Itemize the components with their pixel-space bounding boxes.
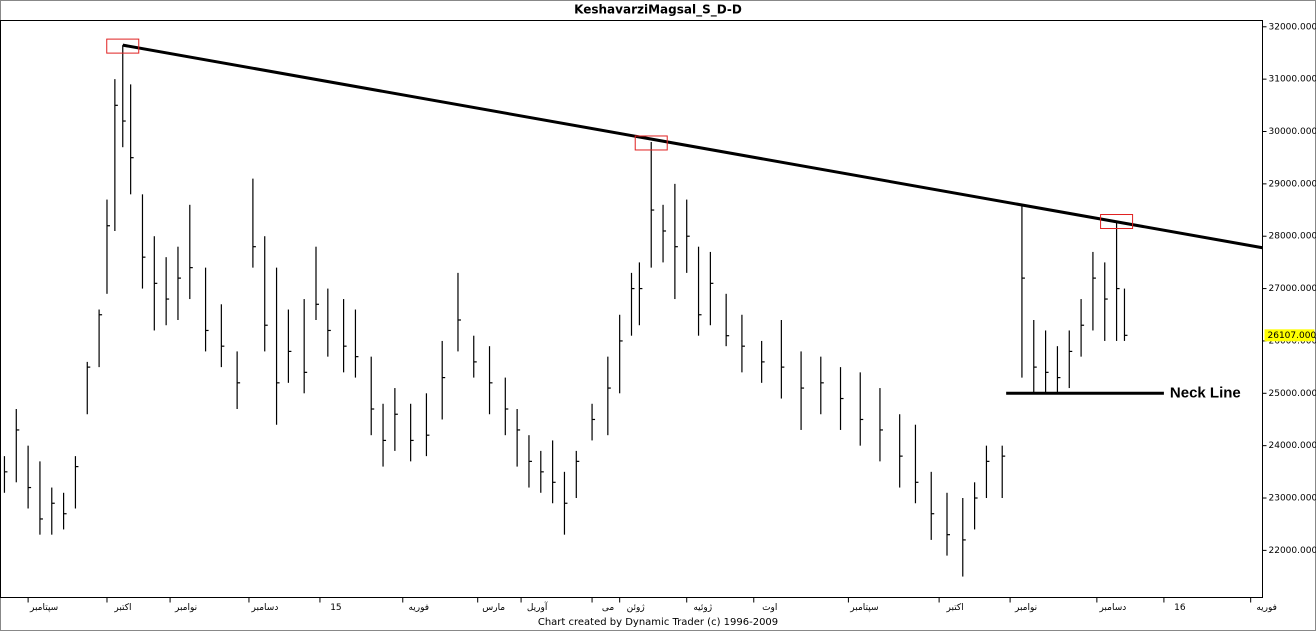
x-tick-label: نوامبر [174, 603, 197, 613]
x-tick-label: نوامبر [1014, 603, 1037, 613]
chart-title: KeshavarziMagsal_S_D-D [574, 3, 742, 18]
highlight-box [1100, 214, 1134, 230]
x-tick-label: دسامبر [251, 603, 279, 613]
x-tick-label: فوریه [1256, 603, 1277, 613]
x-tick-label: ژوئن [627, 603, 645, 613]
y-tick-label: 26000.000 [1269, 336, 1316, 346]
last-price-label: 26107.000 [1268, 331, 1316, 341]
highlight-box [634, 135, 668, 151]
x-tick-label: اکتبر [946, 603, 964, 613]
y-tick-label: 23000.000 [1269, 494, 1316, 504]
y-tick-label: 29000.000 [1269, 179, 1316, 189]
highlight-box [106, 38, 140, 54]
x-tick-label: مارس [482, 603, 505, 613]
x-tick-label: اوت [762, 603, 777, 613]
y-tick-label: 28000.000 [1269, 232, 1316, 242]
y-tick-label: 27000.000 [1269, 284, 1316, 294]
x-tick-label: 15 [330, 603, 341, 613]
y-tick-label: 25000.000 [1269, 389, 1316, 399]
x-tick-label: ژوئیه [693, 603, 712, 613]
x-tick-label: آوریل [527, 601, 548, 613]
x-tick-label: سپتامبر [849, 603, 878, 613]
x-tick-label: فوریه [408, 603, 429, 613]
y-tick-label: 31000.000 [1269, 75, 1316, 85]
trendline [122, 43, 1263, 250]
neck-line-label: Neck Line [1170, 384, 1241, 401]
last-price-box [1264, 329, 1315, 342]
x-tick-label: اکتبر [113, 603, 131, 613]
y-tick-label: 24000.000 [1269, 441, 1316, 451]
x-tick-label: می [602, 603, 615, 613]
y-tick-label: 22000.000 [1269, 546, 1316, 556]
y-tick-label: 32000.000 [1269, 22, 1316, 32]
x-tick-label: سپتامبر [29, 603, 58, 613]
y-tick-label: 30000.000 [1269, 127, 1316, 137]
plot-area [0, 20, 1263, 598]
x-tick-label: دسامبر [1098, 603, 1126, 613]
footer: Chart created by Dynamic Trader (c) 1996… [538, 617, 778, 628]
x-tick-label: 16 [1174, 603, 1186, 613]
